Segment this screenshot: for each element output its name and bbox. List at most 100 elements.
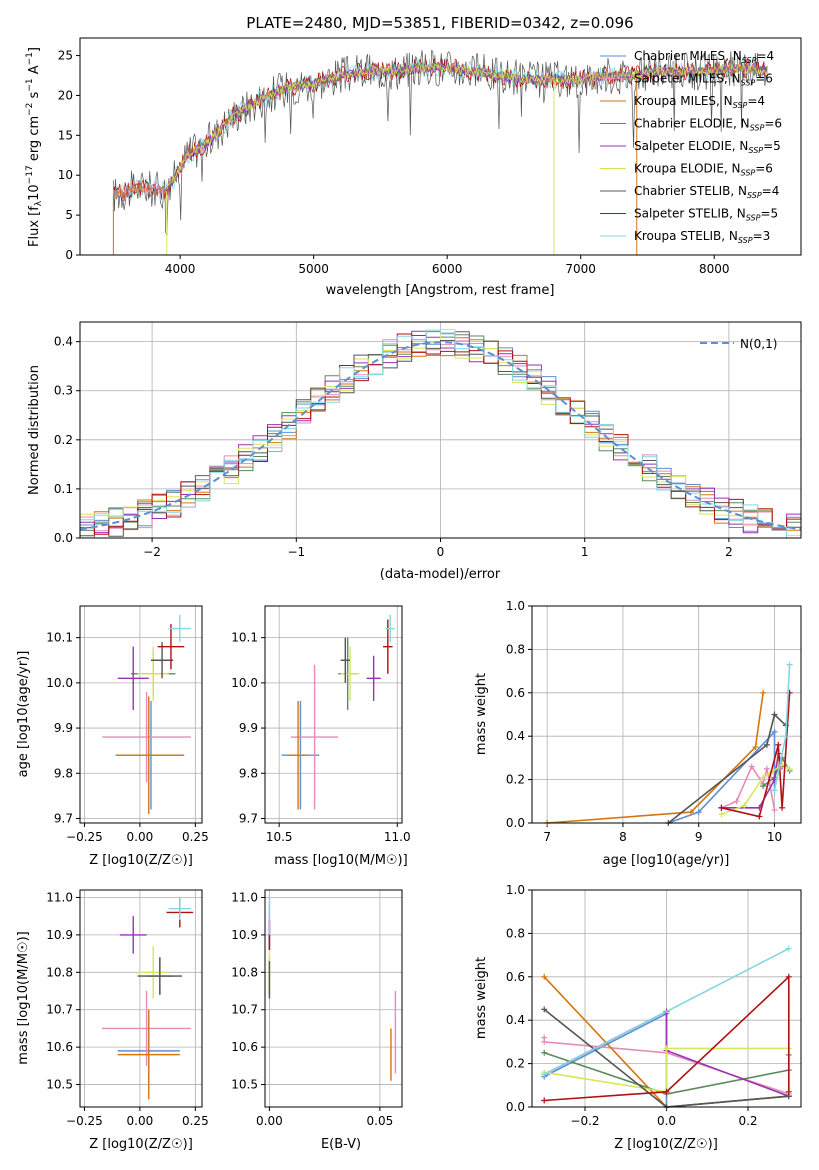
x-tick-label: −1 — [287, 545, 305, 559]
x-tick-label: −0.2 — [570, 1114, 599, 1128]
y-tick-label: 25 — [58, 49, 73, 63]
y-tick-label: 0.3 — [54, 384, 73, 398]
weight-marker-kroupa-stelib — [786, 661, 793, 668]
spectrum-line-kroupa-elodie — [166, 61, 768, 190]
y-tick-label: 10.8 — [231, 965, 258, 979]
x-tick-label: −2 — [143, 545, 161, 559]
x-tick-label: 9 — [695, 830, 703, 844]
weight-marker-kroupa-miles — [760, 689, 767, 696]
legend-label-salpeter-stelib: Salpeter STELIB, NSSP=5 — [634, 207, 778, 223]
age-vs-metallicity-xlabel: Z [log10(Z/Z☉)] — [89, 853, 193, 868]
x-tick-label: 0.2 — [738, 1114, 757, 1128]
weight-vs-age-plot: 7 8 9 10 0.0 0.2 0.4 0.6 0.8 1.0 — [506, 599, 801, 844]
residuals-plot: −2 −1 0 1 2 0.0 0.1 0.2 0.3 0.4 — [54, 322, 802, 559]
x-tick-label: −0.25 — [66, 1114, 103, 1128]
histogram-kroupa-stelib — [79, 329, 801, 539]
y-tick-label: 0 — [65, 248, 73, 262]
x-tick-label: 5000 — [298, 262, 329, 276]
x-tick-label: 0.00 — [127, 830, 154, 844]
y-tick-label: 9.8 — [54, 766, 73, 780]
weight-marker-kroupa-miles — [688, 809, 695, 816]
residuals-ylabel: Normed distribution — [27, 365, 42, 495]
legend-normal-label: N(0,1) — [740, 337, 777, 351]
y-tick-label: 0.8 — [506, 926, 525, 940]
x-tick-label: 0.00 — [127, 1114, 154, 1128]
weight-line-salpeter-miles — [721, 764, 776, 811]
weight-vs-metallicity-ylabel: mass weight — [474, 957, 489, 1039]
y-tick-label: 9.9 — [54, 721, 73, 735]
weight-marker-kroupa-elodie — [718, 811, 725, 818]
weight-marker-salpeter-miles — [748, 763, 755, 770]
legend-label-kroupa-elodie: Kroupa ELODIE, NSSP=6 — [634, 162, 773, 178]
residuals-legend: N(0,1) — [700, 337, 777, 351]
y-tick-label: 9.7 — [239, 811, 258, 825]
weight-marker-kroupa-elodie — [663, 1045, 670, 1052]
x-tick-label: 0.00 — [256, 1114, 283, 1128]
residuals-panel: −2 −1 0 1 2 0.0 0.1 0.2 0.3 0.4 (data-model)/erro… — [27, 321, 802, 582]
y-tick-label: 10.9 — [231, 928, 258, 942]
y-tick-label: 10.1 — [46, 631, 73, 645]
y-tick-label: 15 — [58, 128, 73, 142]
age-vs-mass-frame — [264, 605, 403, 824]
weight-marker-kroupa-stelib — [771, 787, 778, 794]
y-tick-label: 0.2 — [506, 1057, 525, 1071]
x-tick-label: 0.05 — [367, 1114, 394, 1128]
weight-marker-salpeter-miles — [771, 806, 778, 813]
x-tick-label: 7000 — [565, 262, 596, 276]
weight-marker-salpeter-stelib — [779, 804, 786, 811]
mass-vs-metallicity-xlabel: Z [log10(Z/Z☉)] — [89, 1137, 193, 1152]
weight-marker-salpeter-stelib — [541, 1097, 548, 1104]
weight-marker-chabrier-stelib — [771, 711, 778, 718]
weight-marker-salpeter-stelib — [785, 973, 792, 980]
weight-marker-chabrier-stelib — [541, 1006, 548, 1013]
spectrum-frame — [79, 37, 802, 256]
weight-line-kroupa-elodie — [544, 1047, 789, 1093]
mass-vs-metallicity-ylabel: mass [log10(M/M☉)] — [16, 931, 31, 1064]
y-tick-label: 10.5 — [46, 1078, 73, 1092]
legend-label-kroupa-miles: Kroupa MILES, NSSP=4 — [634, 94, 765, 110]
mass-vs-ebv-xlabel: E(B-V) — [321, 1137, 361, 1152]
y-tick-label: 1.0 — [506, 599, 525, 613]
weight-marker-kroupa-elodie — [741, 802, 748, 809]
y-tick-label: 10.9 — [46, 928, 73, 942]
residuals-frame — [79, 321, 802, 539]
y-tick-label: 20 — [58, 88, 73, 102]
spectrum-plot: 4000 5000 6000 7000 8000 0 5 10 15 20 25 — [58, 49, 768, 276]
weight-vs-age-frame — [531, 605, 802, 824]
weight-vs-age-panel: 7 8 9 10 0.0 0.2 0.4 0.6 0.8 1.0 age [log10(age/y… — [474, 599, 802, 868]
weight-marker-salpeter-stelib — [663, 1088, 670, 1095]
weight-marker-salpeter-miles — [763, 765, 770, 772]
y-tick-label: 0.6 — [506, 970, 525, 984]
weight-marker-kroupa-stelib — [541, 1071, 548, 1078]
y-tick-label: 9.7 — [54, 811, 73, 825]
legend-label-kroupa-stelib: Kroupa STELIB, NSSP=3 — [634, 229, 770, 245]
weight-marker-chabrier-elodie — [760, 783, 767, 790]
weight-line-kroupa-elodie — [721, 763, 791, 816]
weight-line-chabrier-stelib — [667, 712, 787, 824]
y-tick-label: 10.6 — [231, 1040, 258, 1054]
x-tick-label: 10.5 — [266, 830, 293, 844]
y-tick-label: 10.5 — [231, 1078, 258, 1092]
spectrum-panel: PLATE=2480, MJD=53851, FIBERID=0342, z=0… — [25, 14, 802, 298]
x-tick-label: 4000 — [165, 262, 196, 276]
weight-marker-kroupa-stelib — [785, 945, 792, 952]
y-tick-label: 10.8 — [46, 965, 73, 979]
y-tick-label: 10.0 — [231, 676, 258, 690]
legend-label-chabrier-stelib: Chabrier STELIB, NSSP=4 — [634, 184, 779, 200]
y-tick-label: 0.4 — [506, 729, 525, 743]
weight-marker-kroupa-stelib — [782, 733, 789, 740]
y-tick-label: 0.0 — [506, 816, 525, 830]
residuals-xlabel: (data-model)/error — [380, 567, 501, 582]
weight-marker-salpeter-stelib — [718, 804, 725, 811]
weight-vs-metallicity-panel: −0.2 0.0 0.2 0.0 0.2 0.4 0.6 0.8 1.0 Z [log10(Z/… — [474, 883, 802, 1152]
legend-label-chabrier-elodie: Chabrier ELODIE, NSSP=6 — [634, 117, 782, 133]
mass-vs-metallicity-panel: −0.25 0.00 0.25 10.5 10.6 10.7 10.8 10.9 11.0 Z … — [16, 889, 209, 1152]
weight-marker-kroupa-elodie — [760, 774, 767, 781]
weight-marker-chabrier-miles — [771, 728, 778, 735]
y-tick-label: 0.1 — [54, 482, 73, 496]
x-tick-label: 0.25 — [182, 1114, 209, 1128]
spectrum-ylabel: Flux [fλ10−17 erg cm−2 s−1 A−1] — [25, 47, 44, 247]
x-tick-label: 11.0 — [384, 830, 411, 844]
